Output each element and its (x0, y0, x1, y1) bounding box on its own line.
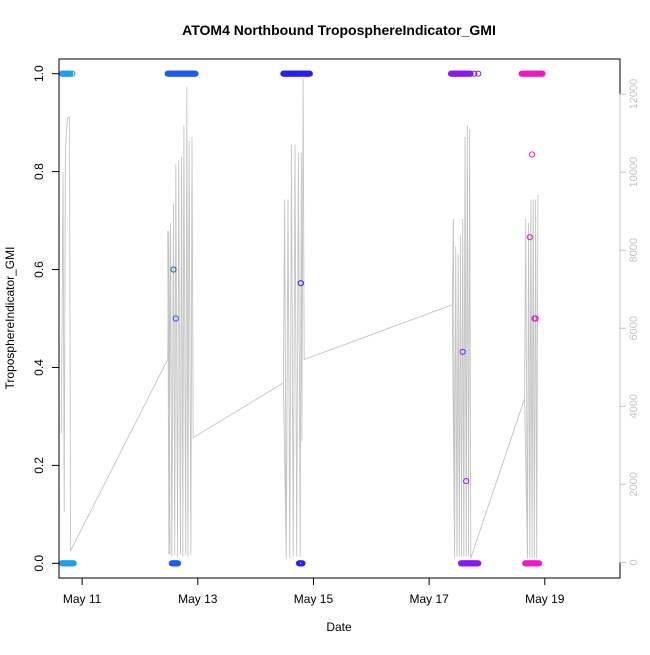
y2-axis: 0 2000 4000 6000 8000 10000 12000 (619, 79, 640, 565)
flight-5-point-mid (526, 234, 533, 241)
x-axis-label: Date (326, 620, 352, 634)
flight-1-point-one (67, 70, 74, 77)
x-tick-label: May 17 (409, 592, 449, 606)
y2-tick-label: 12000 (628, 79, 640, 110)
points-layer (58, 70, 546, 567)
x-tick-label: May 13 (178, 592, 218, 606)
chart-title: ATOM4 Northbound TroposphereIndicator_GM… (182, 22, 496, 38)
y2-tick-label: 4000 (628, 394, 640, 418)
flight-4-point-one (467, 70, 474, 77)
flight-4-point-one (471, 70, 478, 77)
flight-1-point-zero (70, 560, 77, 567)
flight-4-point-mid (463, 478, 470, 485)
y-tick-label: 0.0 (32, 555, 46, 572)
x-tick-label: May 19 (525, 592, 565, 606)
flight-5-point-mid (529, 151, 536, 158)
y-tick-label: 0.2 (32, 457, 46, 474)
flight-3-point-one (306, 70, 313, 77)
flight-2-point-mid (172, 315, 179, 322)
y2-tick-label: 10000 (628, 157, 640, 188)
flight-3-point-mid (297, 280, 304, 287)
flight-5-point-mid (532, 315, 539, 322)
flight-4-point-zero (475, 560, 482, 567)
y-tick-label: 1.0 (32, 65, 46, 82)
y2-tick-label: 6000 (628, 316, 640, 340)
y-tick-label: 0.4 (32, 359, 46, 376)
x-tick-label: May 15 (294, 592, 334, 606)
y2-tick-label: 2000 (628, 472, 640, 496)
y2-tick-label: 8000 (628, 238, 640, 262)
altitude-line (60, 78, 539, 559)
flight-1-point-one (69, 70, 76, 77)
x-axis: May 11 May 13 May 15 May 17 May 19 (63, 577, 565, 606)
flight-2-point-one (192, 70, 199, 77)
flight-4-point-mid (459, 348, 466, 355)
x-tick-label: May 11 (63, 592, 102, 606)
y-tick-label: 0.6 (32, 261, 46, 278)
y-axis-label: TroposphereIndicator_GMI (3, 247, 17, 390)
y-axis: 0.0 0.2 0.4 0.6 0.8 1.0 (32, 65, 60, 572)
y-tick-label: 0.8 (32, 163, 46, 180)
flight-2-point-mid (170, 266, 177, 273)
flight-5-point-one (539, 70, 546, 77)
altitude-series (60, 78, 539, 559)
flight-4-point-one (475, 70, 482, 77)
flight-5-point-zero (535, 560, 543, 567)
flight-3-point-zero (299, 560, 306, 567)
y2-tick-label: 0 (628, 559, 640, 565)
flight-2-point-zero (174, 560, 182, 567)
